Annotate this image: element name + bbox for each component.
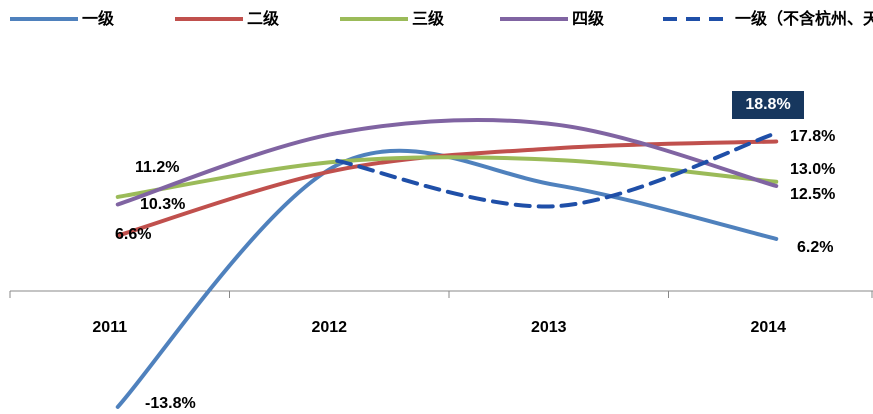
- legend-label: 二级: [247, 9, 280, 28]
- data-label: 12.5%: [790, 186, 835, 203]
- legend-label: 一级: [82, 9, 115, 28]
- x-tick-label: 2014: [750, 319, 786, 336]
- series-line: [335, 131, 779, 209]
- data-label: 17.8%: [790, 128, 835, 145]
- x-tick-label: 2013: [531, 319, 567, 336]
- data-label: 6.6%: [115, 226, 151, 243]
- x-tick-label: 2011: [92, 319, 127, 336]
- label-box: [732, 91, 804, 119]
- legend-label: 三级: [412, 9, 445, 28]
- series-line: [115, 117, 779, 207]
- data-label: 13.0%: [790, 161, 835, 178]
- x-tick-label: 2012: [311, 319, 347, 336]
- data-label: 11.2%: [135, 159, 179, 176]
- data-label: 6.2%: [797, 239, 833, 256]
- series-line: [115, 148, 779, 409]
- data-label: -13.8%: [145, 395, 196, 412]
- legend-label: 一级（不含杭州、天津）: [735, 9, 873, 28]
- data-label: 18.8%: [745, 96, 790, 113]
- legend-label: 四级: [572, 9, 605, 28]
- data-label: 10.3%: [140, 196, 185, 213]
